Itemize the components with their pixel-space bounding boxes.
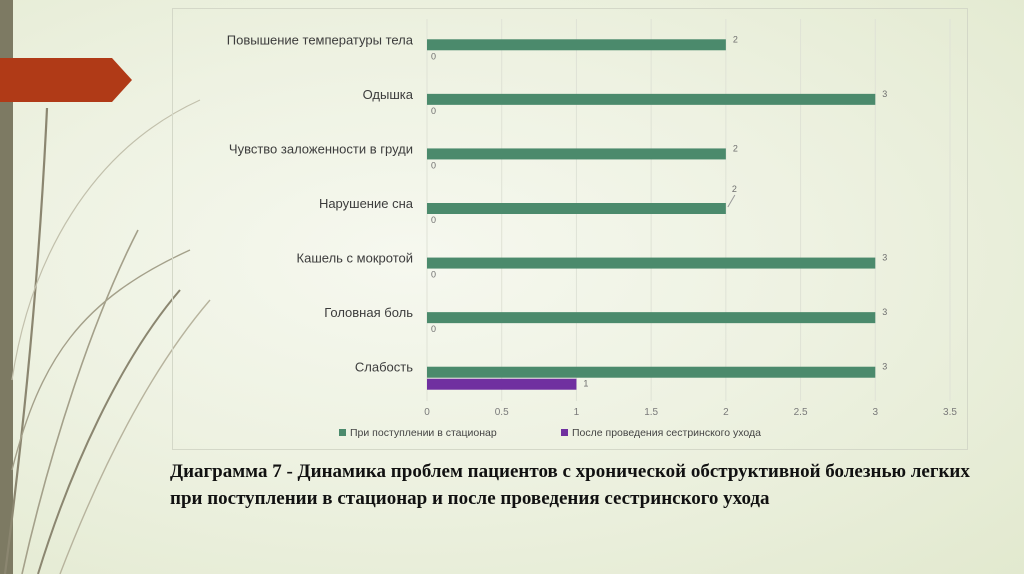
x-tick-label: 0 bbox=[424, 407, 430, 418]
category-label: Нарушение сна bbox=[319, 196, 414, 211]
legend-swatch-series2 bbox=[561, 429, 568, 436]
bar-series1 bbox=[427, 312, 876, 324]
data-label-series1: 2 bbox=[733, 143, 738, 153]
data-label-series2: 0 bbox=[431, 215, 436, 225]
data-label-series2: 0 bbox=[431, 160, 436, 170]
x-tick-label: 3 bbox=[873, 407, 879, 418]
category-label: Головная боль bbox=[324, 305, 413, 320]
data-label-series2: 0 bbox=[431, 324, 436, 334]
bar-series1 bbox=[427, 257, 876, 269]
red-arrow-marker bbox=[0, 58, 132, 102]
bar-series2 bbox=[427, 378, 577, 390]
bar-series1 bbox=[427, 366, 876, 378]
x-tick-label: 2.5 bbox=[794, 407, 808, 418]
data-label-series2: 1 bbox=[583, 379, 588, 389]
legend-label-series1: При поступлении в стационар bbox=[350, 427, 497, 439]
x-tick-label: 2 bbox=[723, 407, 729, 418]
left-decor-band bbox=[0, 0, 13, 574]
decorative-swooshes bbox=[3, 99, 211, 574]
data-label-series1: 2 bbox=[732, 184, 737, 194]
data-label-series1: 3 bbox=[882, 253, 887, 263]
data-label-series1: 2 bbox=[733, 34, 738, 44]
data-label-leader bbox=[727, 194, 736, 208]
x-tick-label: 1 bbox=[574, 407, 580, 418]
legend-label-series2: После проведения сестринского ухода bbox=[572, 427, 761, 439]
legend-swatch-series1 bbox=[339, 429, 346, 436]
x-tick-label: 1.5 bbox=[644, 407, 658, 418]
chart-container: 0 0.5 1 1.5 2 2.5 3 3.5 Повышение температуры те… bbox=[172, 8, 968, 450]
bar-series1 bbox=[427, 148, 726, 160]
category-label: Чувство заложенности в груди bbox=[229, 141, 413, 156]
bar-chart: 0 0.5 1 1.5 2 2.5 3 3.5 Повышение температуры те… bbox=[227, 19, 957, 439]
bar-series1 bbox=[427, 39, 726, 51]
x-tick-label: 3.5 bbox=[943, 407, 957, 418]
data-label-series2: 0 bbox=[431, 270, 436, 280]
category-label: Кашель с мокротой bbox=[297, 251, 413, 266]
data-label-series2: 0 bbox=[431, 106, 436, 116]
x-tick-label: 0.5 bbox=[495, 407, 509, 418]
data-label-series1: 3 bbox=[882, 89, 887, 99]
bar-series1 bbox=[427, 93, 876, 105]
category-label: Одышка bbox=[363, 87, 414, 102]
data-label-series1: 3 bbox=[882, 307, 887, 317]
chart-caption: Диаграмма 7 - Динамика проблем пациентов… bbox=[170, 461, 970, 509]
category-label: Слабость bbox=[355, 360, 413, 375]
data-label-series2: 0 bbox=[431, 51, 436, 61]
data-label-series1: 3 bbox=[882, 362, 887, 372]
bar-series1 bbox=[427, 203, 726, 214]
category-label: Повышение температуры тела bbox=[227, 32, 414, 47]
